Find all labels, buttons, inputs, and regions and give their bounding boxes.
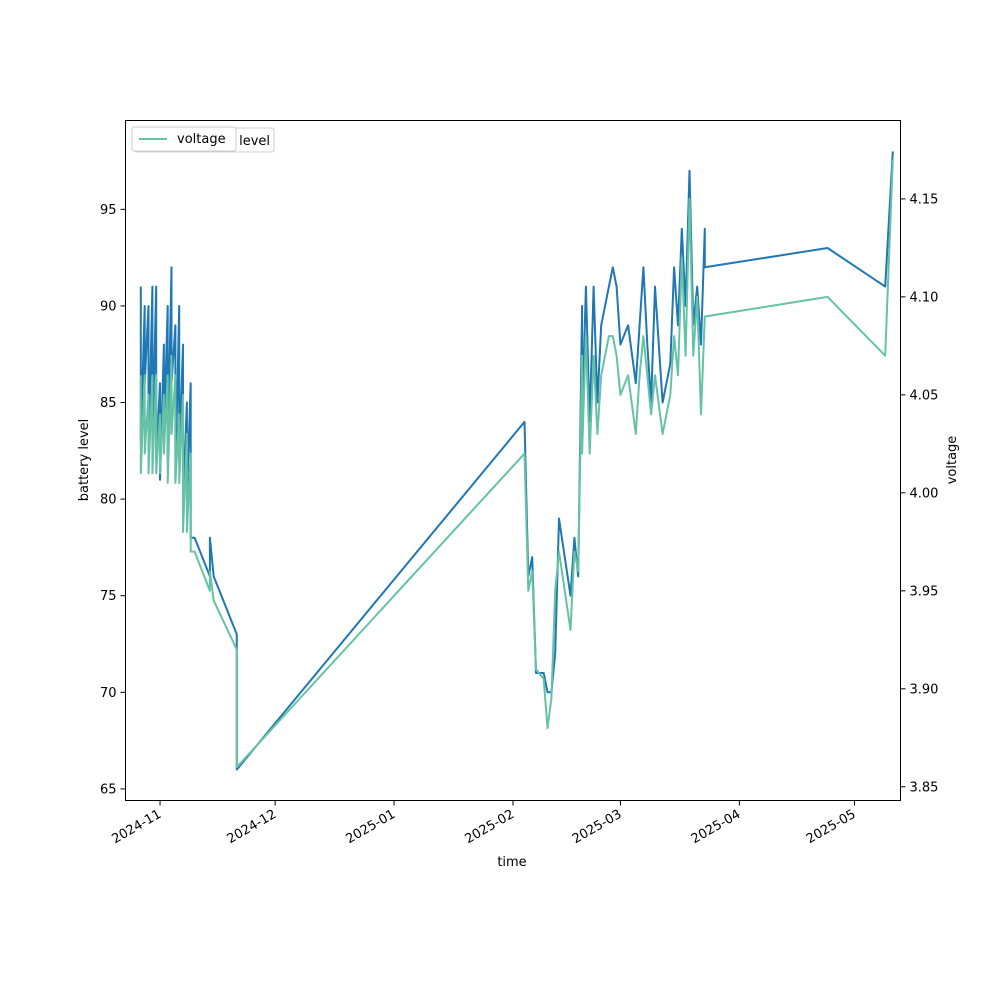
x-axis-ticks: 2024-11 2024-12 2025-01 2025-02 2025-03 2025-… bbox=[109, 800, 859, 847]
legend-box-front bbox=[131, 126, 237, 152]
right-y-tick-label: 4.00 bbox=[910, 486, 939, 501]
left-y-tick-label: 65 bbox=[100, 782, 117, 797]
right-y-tick-label: 4.05 bbox=[910, 388, 939, 403]
legend-label-level: level bbox=[239, 134, 270, 149]
x-tick-label: 2025-04 bbox=[689, 807, 744, 847]
right-y-tick-label: 4.15 bbox=[910, 192, 939, 207]
legend-label-voltage: voltage bbox=[177, 132, 226, 147]
x-tick-label: 2025-01 bbox=[344, 807, 399, 847]
plot-lines bbox=[139, 151, 894, 771]
x-tick-label: 2025-03 bbox=[570, 807, 625, 847]
left-y-tick-label: 85 bbox=[100, 396, 117, 411]
series-line-level bbox=[139, 151, 894, 771]
left-y-tick-label: 90 bbox=[100, 299, 117, 314]
right-y-axis-ticks: 3.85 3.90 3.95 4.00 4.05 4.10 4.15 bbox=[900, 192, 939, 795]
left-y-tick-label: 95 bbox=[100, 203, 117, 218]
x-axis-label: time bbox=[497, 855, 526, 870]
left-y-tick-label: 70 bbox=[100, 686, 117, 701]
plot-frame bbox=[125, 120, 901, 801]
x-tick-label: 2024-11 bbox=[109, 807, 164, 847]
left-y-tick-label: 80 bbox=[100, 493, 117, 508]
right-y-tick-label: 4.10 bbox=[910, 290, 939, 305]
left-y-tick-label: 75 bbox=[100, 589, 117, 604]
x-tick-label: 2025-05 bbox=[804, 807, 859, 847]
right-y-axis-label: voltage bbox=[945, 436, 960, 485]
legend: level voltage bbox=[131, 126, 275, 153]
series-line-voltage bbox=[139, 159, 894, 769]
right-y-tick-label: 3.95 bbox=[910, 584, 939, 599]
left-y-axis-label: battery level bbox=[77, 419, 92, 502]
x-tick-label: 2024-12 bbox=[225, 807, 280, 847]
right-y-tick-label: 3.85 bbox=[910, 780, 939, 795]
right-y-tick-label: 3.90 bbox=[910, 682, 939, 697]
left-y-axis-ticks: 65 70 75 80 85 90 95 bbox=[100, 203, 126, 797]
x-tick-label: 2025-02 bbox=[462, 807, 517, 847]
